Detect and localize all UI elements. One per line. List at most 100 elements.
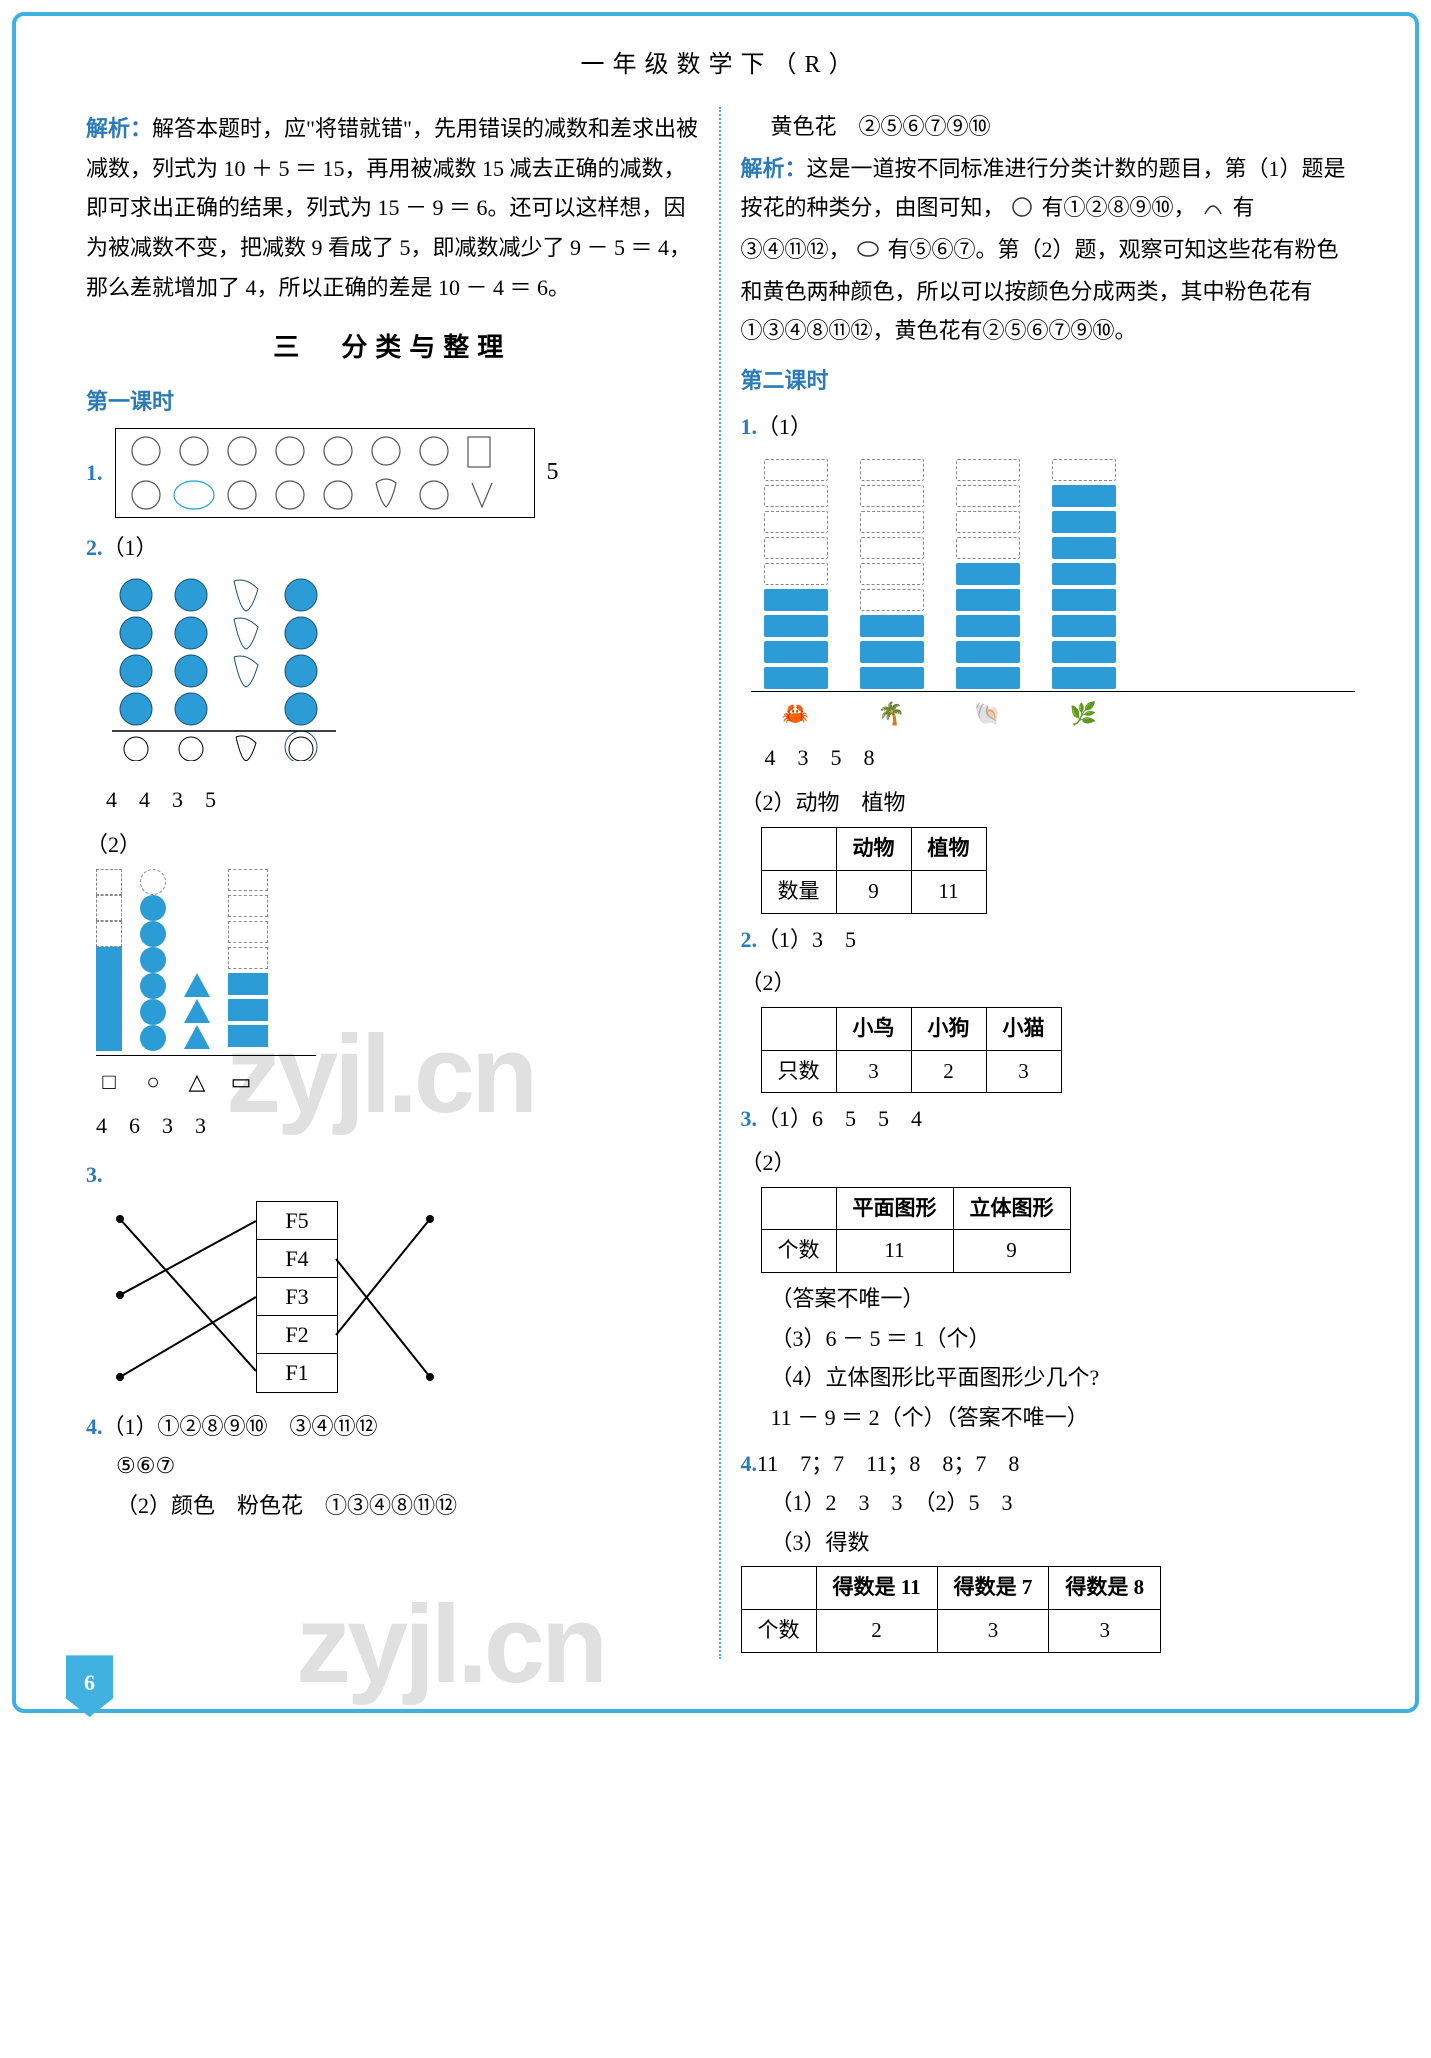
q4-2: （2）颜色 粉色花 ①③④⑧⑪⑫ — [116, 1486, 699, 1526]
table-cell: 11 — [911, 870, 986, 913]
r-q3-4b: 11 － 9 ＝ 2（个）（答案不唯一） — [771, 1398, 1356, 1438]
r-q1-2-text: 动物 植物 — [796, 790, 906, 815]
bar-segment — [956, 667, 1020, 689]
r-q1-prefix: （1） — [757, 414, 812, 439]
bar-segment — [1052, 537, 1116, 559]
match-lines — [96, 1201, 699, 1401]
r-q3-note: （答案不唯一） — [771, 1279, 1356, 1319]
page-number-badge: 6 — [66, 1655, 113, 1717]
bar-segment — [860, 667, 924, 689]
q1-num: 1. — [86, 453, 103, 493]
fruit-grid-svg — [106, 571, 366, 761]
r-q2-1: （1）3 5 — [757, 927, 856, 952]
table-header: 小鸟 — [836, 1007, 911, 1050]
table-header: 得数是 8 — [1049, 1567, 1161, 1610]
bar-segment — [860, 459, 924, 481]
q1: 1. 5 — [86, 428, 699, 518]
r-q4-l2: （1）2 3 3 （2）5 3 — [771, 1483, 1356, 1523]
bar-segment — [860, 537, 924, 559]
flower-icon-2 — [1201, 191, 1227, 231]
r-q2-2-prefix: （2） — [741, 970, 796, 995]
r-q3-4a: （4）立体图形比平面图形少几个? — [771, 1358, 1356, 1398]
match-diagram: F5F4F3F2F1 — [96, 1201, 699, 1401]
table-animals: 小鸟小狗小猫只数323 — [761, 1007, 1062, 1094]
shapes-header-row: □○△▭ — [96, 1055, 316, 1102]
fruit-grid — [106, 571, 699, 774]
table-header: 立体图形 — [953, 1187, 1070, 1230]
table-cell: 9 — [953, 1230, 1070, 1273]
bar-segment — [956, 537, 1020, 559]
r-q1: 1.（1） 🦀🌴🐚🌿 4 3 5 8 （2）动物 植物 动物植物数量911 — [741, 407, 1356, 914]
bar-segment — [860, 563, 924, 585]
right-column: 黄色花 ②⑤⑥⑦⑨⑩ 解析：这是一道按不同标准进行分类计数的题目，第（1）题是按… — [721, 107, 1376, 1659]
q1-answer: 5 — [547, 451, 559, 494]
table-header: 植物 — [911, 828, 986, 871]
shape-cell — [140, 895, 166, 921]
bar-segment — [956, 485, 1020, 507]
shape-header: □ — [96, 1062, 122, 1102]
r-q4: 4.11 7；7 11；8 8；7 8 （1）2 3 3 （2）5 3 （3）得… — [741, 1444, 1356, 1653]
shape-cell — [184, 999, 210, 1023]
table-cell: 2 — [816, 1610, 937, 1653]
r-q3-num: 3. — [741, 1106, 758, 1131]
table-header: 动物 — [836, 828, 911, 871]
bar-segment — [764, 641, 828, 663]
shape-cell — [96, 947, 122, 973]
r-q3: 3.（1）6 5 5 4 （2） 平面图形立体图形个数119 （答案不唯一） （… — [741, 1099, 1356, 1437]
shape-header: △ — [184, 1062, 210, 1102]
bar-segment — [1052, 511, 1116, 533]
bar-segment — [764, 667, 828, 689]
shape-cell — [184, 921, 210, 945]
bar-segment — [1052, 615, 1116, 637]
r-q4-l1: 11 7；7 11；8 8；7 8 — [757, 1451, 1019, 1476]
shape-cell — [228, 869, 268, 891]
shape-cell — [228, 973, 268, 995]
bar-segment — [764, 563, 828, 585]
jiexi-para: 解析：解答本题时，应"将错就错"，先用错误的减数和差求出被减数，列式为 10 ＋… — [86, 109, 699, 307]
bar-labels: 🦀🌴🐚🌿 — [751, 694, 1356, 734]
bar-column — [761, 457, 831, 691]
lesson2-label: 第二课时 — [741, 361, 1356, 401]
shape-cell — [228, 947, 268, 969]
bar-label-icon: 🦀 — [761, 694, 831, 734]
bar-segment — [860, 589, 924, 611]
bar-segment — [860, 511, 924, 533]
r-q1-2-prefix: （2） — [741, 790, 796, 815]
q4-num: 4. — [86, 1414, 103, 1439]
q2: 2.（1） — [86, 528, 699, 820]
table-header — [761, 1187, 836, 1230]
r-q1-num: 1. — [741, 414, 758, 439]
shapes-grid — [96, 869, 699, 1051]
shape-cell — [96, 999, 122, 1025]
shape-cell — [184, 973, 210, 997]
q2-1-answers: 4 4 3 5 — [106, 780, 699, 820]
bar-segment — [1052, 641, 1116, 663]
bar-segment — [1052, 563, 1116, 585]
page: 一年级数学下（R） 解析：解答本题时，应"将错就错"，先用错误的减数和差求出被减… — [12, 12, 1419, 1713]
bar-answers: 4 3 5 8 — [765, 738, 1356, 778]
shape-cell — [140, 869, 166, 895]
table-cell: 9 — [836, 870, 911, 913]
shape-cell — [140, 973, 166, 999]
r-q2-num: 2. — [741, 927, 758, 952]
r-q3-3: （3）6 － 5 ＝ 1（个） — [771, 1319, 1356, 1359]
page-header: 一年级数学下（R） — [66, 44, 1375, 87]
shape-cell — [184, 895, 210, 919]
bar-segment — [1052, 459, 1116, 481]
columns: 解析：解答本题时，应"将错就错"，先用错误的减数和差求出被减数，列式为 10 ＋… — [66, 107, 1375, 1659]
bar-segment — [764, 615, 828, 637]
shape-cell — [96, 973, 122, 999]
bar-label-icon: 🌿 — [1049, 694, 1119, 734]
shape-cell — [184, 869, 210, 893]
table-header: 小猫 — [986, 1007, 1061, 1050]
table-header: 小狗 — [911, 1007, 986, 1050]
shape-cell — [228, 921, 268, 943]
bar-segment — [764, 485, 828, 507]
bar-segment — [860, 641, 924, 663]
r-q4-num: 4. — [741, 1451, 758, 1476]
table-cell: 3 — [986, 1050, 1061, 1093]
q2-2-prefix: （2） — [86, 832, 141, 857]
shape-cell — [228, 895, 268, 917]
shape-cell — [228, 999, 268, 1021]
table-header: 得数是 11 — [816, 1567, 937, 1610]
